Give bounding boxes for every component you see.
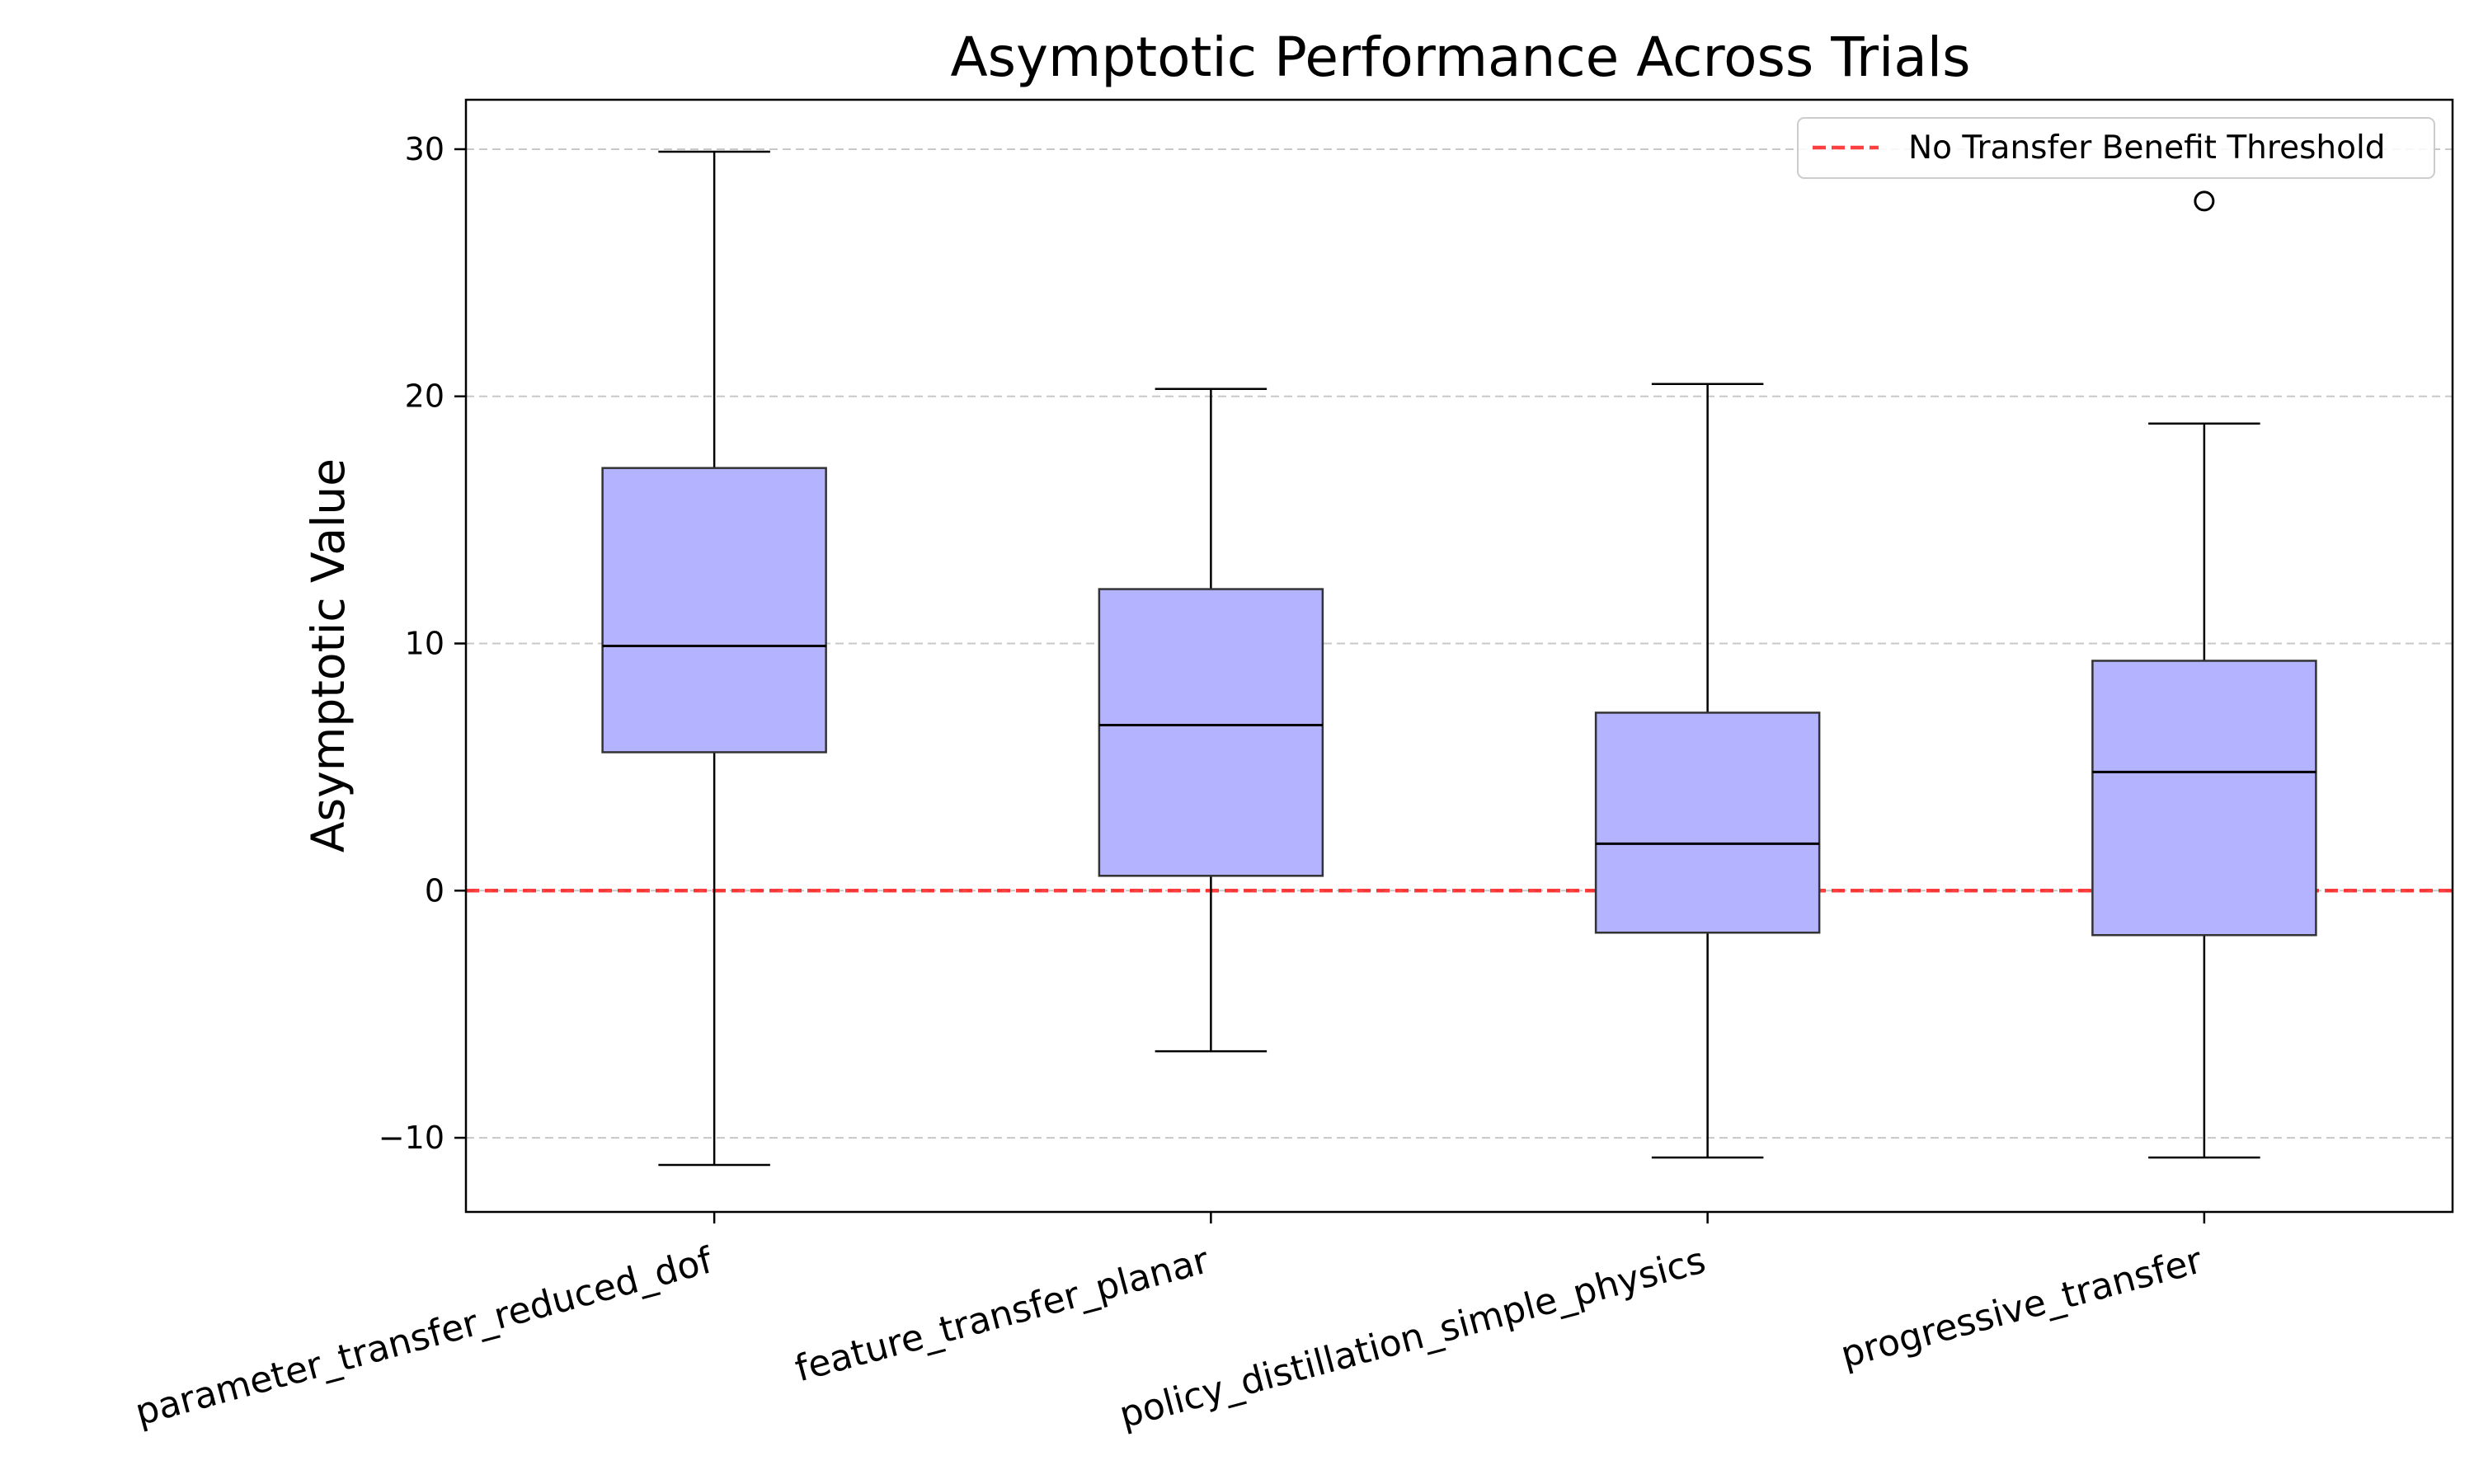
y-tick-label: 10	[405, 626, 444, 662]
iqr-box	[2091, 660, 2317, 937]
boxes-layer	[601, 150, 2317, 1167]
y-axis-ticks: −10 0 10 20 30	[379, 131, 466, 1156]
iqr-box	[1594, 711, 1821, 934]
outlier-point	[2194, 190, 2215, 212]
x-axis-ticks: parameter_transfer_reduced_dof feature_tr…	[131, 1212, 2208, 1436]
plot-frame	[464, 98, 2454, 1214]
box-group	[1098, 387, 1324, 1053]
y-tick-label: 20	[405, 378, 444, 415]
y-tick-label: −10	[379, 1120, 444, 1156]
legend: No Transfer Benefit Threshold	[1797, 117, 2435, 179]
iqr-box	[1098, 588, 1324, 877]
legend-threshold-label: No Transfer Benefit Threshold	[1908, 129, 2386, 167]
y-axis-label: Asymptotic Value	[302, 458, 355, 852]
chart-title: Asymptotic Performance Across Trials	[950, 26, 1970, 89]
x-category-label: parameter_transfer_reduced_dof	[131, 1239, 718, 1434]
x-category-label: feature_transfer_planar	[791, 1239, 1214, 1390]
box-group	[601, 150, 827, 1167]
box-group	[1594, 383, 1821, 1159]
y-tick-label: 0	[425, 872, 444, 909]
legend-frame	[1797, 117, 2435, 179]
y-tick-label: 30	[405, 131, 444, 167]
box-group	[2091, 190, 2317, 1159]
iqr-box	[601, 467, 827, 754]
x-category-label: progressive_transfer	[1837, 1239, 2208, 1376]
